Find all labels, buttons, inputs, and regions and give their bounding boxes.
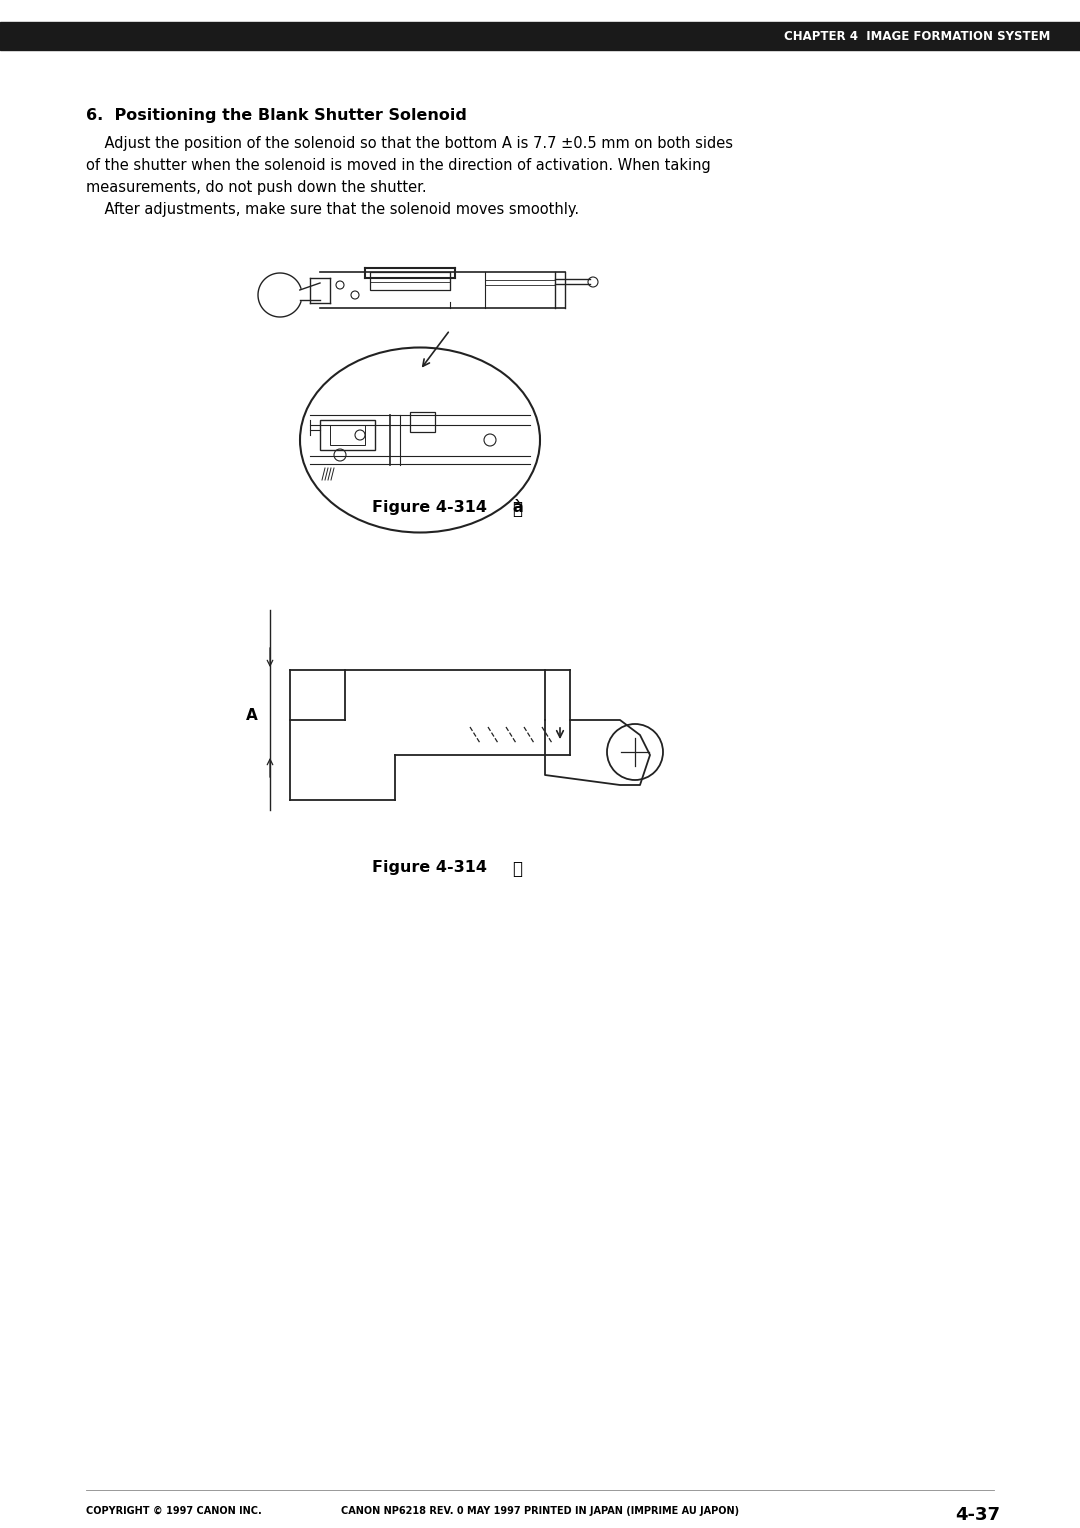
Bar: [0, 21, 1080, 50]
Text: ⓐ: ⓐ: [512, 500, 522, 518]
Text: COPYRIGHT © 1997 CANON INC.: COPYRIGHT © 1997 CANON INC.: [86, 1507, 261, 1516]
Text: measurements, do not push down the shutter.: measurements, do not push down the shutt…: [86, 180, 427, 196]
Text: Adjust the position of the solenoid so that the bottom A is 7.7 ±0.5 mm on both : Adjust the position of the solenoid so t…: [86, 136, 733, 151]
Text: Figure 4-314: Figure 4-314: [373, 500, 487, 515]
Bar: [330, 425, 365, 445]
Text: CHAPTER 4  IMAGE FORMATION SYSTEM: CHAPTER 4 IMAGE FORMATION SYSTEM: [784, 29, 1050, 43]
Text: CANON NP6218 REV. 0 MAY 1997 PRINTED IN JAPAN (IMPRIME AU JAPON): CANON NP6218 REV. 0 MAY 1997 PRINTED IN …: [341, 1507, 739, 1516]
Text: 4-37: 4-37: [955, 1507, 1000, 1523]
Text: After adjustments, make sure that the solenoid moves smoothly.: After adjustments, make sure that the so…: [86, 202, 579, 217]
Text: à: à: [512, 500, 523, 515]
Text: ⓑ: ⓑ: [512, 860, 522, 879]
Bar: [370, 272, 450, 290]
Text: Figure 4-314: Figure 4-314: [373, 860, 487, 876]
Text: of the shutter when the solenoid is moved in the direction of activation. When t: of the shutter when the solenoid is move…: [86, 157, 711, 173]
Text: A: A: [246, 707, 258, 723]
Bar: [320, 420, 375, 451]
Ellipse shape: [300, 347, 540, 532]
Text: 6.  Positioning the Blank Shutter Solenoid: 6. Positioning the Blank Shutter Solenoi…: [86, 108, 467, 122]
Bar: [410, 413, 435, 432]
